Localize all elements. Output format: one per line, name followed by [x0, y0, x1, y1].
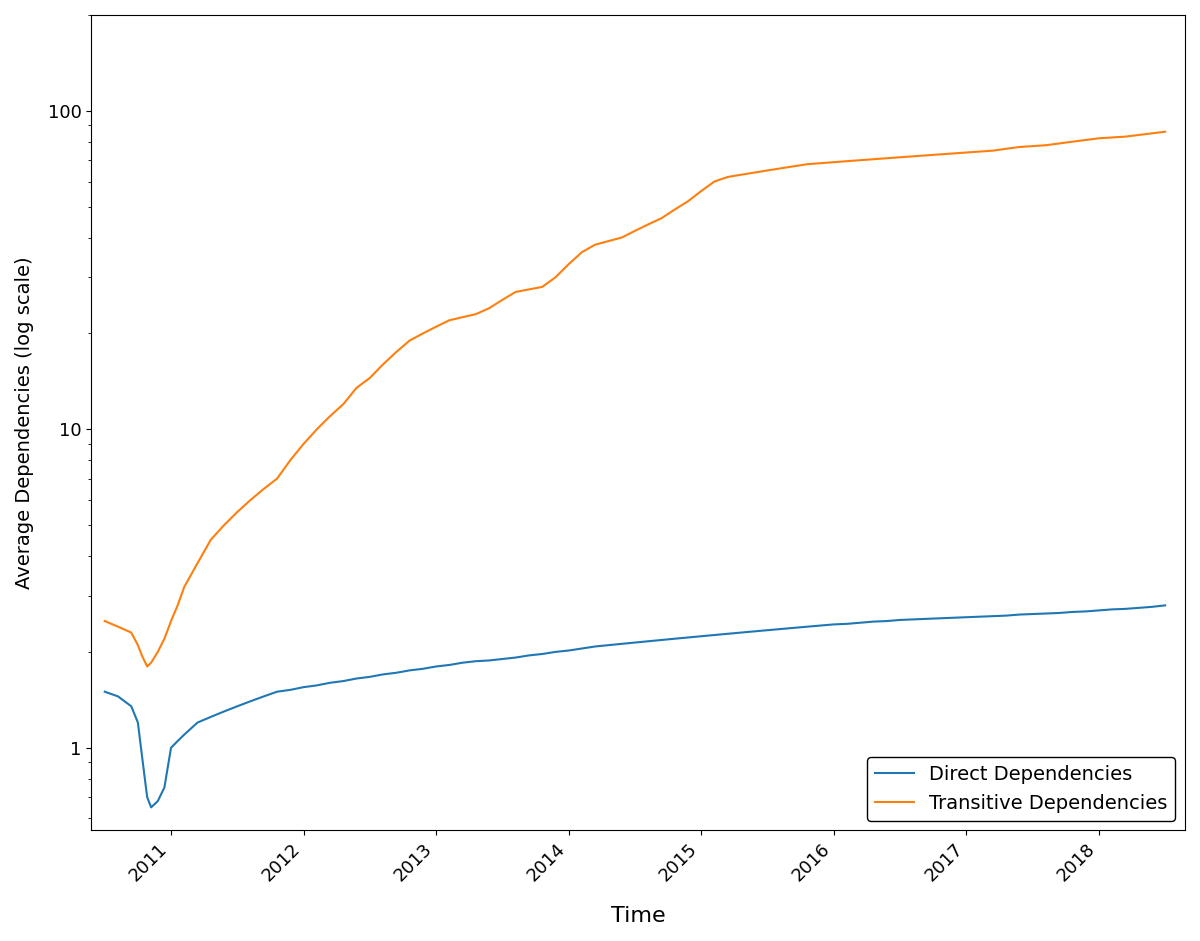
Transitive Dependencies: [588, 239, 602, 250]
Direct Dependencies: [134, 749, 149, 760]
Transitive Dependencies: [97, 615, 112, 627]
Line: Transitive Dependencies: Transitive Dependencies: [104, 132, 1165, 666]
Legend: Direct Dependencies, Transitive Dependencies: Direct Dependencies, Transitive Dependen…: [866, 758, 1175, 821]
Line: Direct Dependencies: Direct Dependencies: [104, 605, 1165, 807]
Direct Dependencies: [588, 641, 602, 652]
Direct Dependencies: [124, 701, 138, 712]
Direct Dependencies: [144, 802, 158, 813]
Transitive Dependencies: [170, 599, 185, 611]
Direct Dependencies: [97, 686, 112, 697]
Transitive Dependencies: [134, 650, 149, 662]
Transitive Dependencies: [998, 143, 1013, 154]
Transitive Dependencies: [124, 627, 138, 638]
X-axis label: Time: Time: [611, 906, 666, 926]
Transitive Dependencies: [140, 661, 155, 672]
Y-axis label: Average Dependencies (log scale): Average Dependencies (log scale): [14, 256, 34, 589]
Direct Dependencies: [998, 610, 1013, 621]
Direct Dependencies: [906, 614, 920, 625]
Direct Dependencies: [1158, 599, 1172, 611]
Transitive Dependencies: [906, 151, 920, 162]
Transitive Dependencies: [1158, 126, 1172, 137]
Direct Dependencies: [170, 735, 185, 746]
